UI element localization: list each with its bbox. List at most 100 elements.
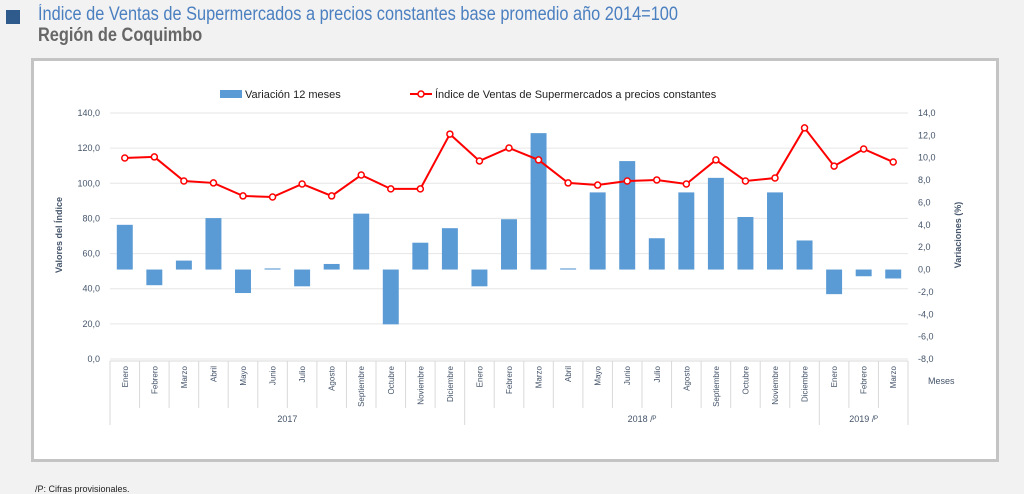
line-point <box>446 130 454 138</box>
bar <box>855 269 872 277</box>
bar <box>737 216 754 270</box>
month-label: Noviembre <box>416 365 425 404</box>
chart-title: Índice de Ventas de Supermercados a prec… <box>38 4 678 25</box>
bar <box>885 269 902 279</box>
legend: Variación 12 meses Índice de Ventas de S… <box>220 88 717 101</box>
line-point <box>593 181 602 189</box>
month-label: Octubre <box>387 365 396 394</box>
title-marker <box>6 10 20 24</box>
bar <box>796 240 813 270</box>
month-label: Marzo <box>535 365 544 388</box>
line-point <box>830 162 838 170</box>
left-tick-label: 80,0 <box>82 213 100 223</box>
footnote: /P: Cifras provisionales. <box>35 484 130 494</box>
line-point <box>209 179 218 187</box>
x-axis: Enero Febrero Marzo Abril Mayo Junio Julio Agos… <box>109 360 909 425</box>
index-line <box>124 126 894 198</box>
bar <box>235 269 251 294</box>
left-tick-label: 20,0 <box>82 319 100 329</box>
month-label: Mayo <box>594 365 603 385</box>
month-label: Agosto <box>328 365 337 390</box>
right-tick-label: -6,0 <box>918 332 934 342</box>
bar <box>648 238 665 270</box>
line-point <box>121 154 129 162</box>
line-point <box>741 177 750 185</box>
bar <box>353 213 370 270</box>
line-point <box>416 185 425 193</box>
legend-line-marker <box>417 90 425 98</box>
legend-bar-label: Variación 12 meses <box>245 89 341 101</box>
line-point <box>327 192 336 200</box>
bar <box>412 242 429 270</box>
right-tick-label: 2,0 <box>918 242 931 252</box>
bar <box>175 260 192 270</box>
line-point <box>475 157 484 165</box>
right-tick-label: -8,0 <box>918 354 934 364</box>
line-point <box>268 193 277 201</box>
line-point <box>298 180 306 188</box>
bar <box>116 224 133 270</box>
bar <box>294 269 311 287</box>
month-label: Julio <box>653 365 662 382</box>
left-axis: 0,0 20,0 40,0 60,0 80,0 100,0 120,0 140,0 <box>77 108 100 364</box>
line-point <box>889 158 897 166</box>
x-axis-label: Meses <box>928 376 955 386</box>
line-point <box>859 145 868 153</box>
month-label: Septiembre <box>712 365 721 406</box>
month-label: Mayo <box>239 365 248 385</box>
bar <box>205 218 222 270</box>
right-tick-label: 4,0 <box>918 220 931 230</box>
month-label: Noviembre <box>771 365 780 404</box>
right-tick-label: -4,0 <box>918 309 934 319</box>
bar <box>441 228 458 270</box>
line-point <box>800 124 809 132</box>
bar <box>382 269 399 325</box>
month-label: Diciembre <box>801 365 810 402</box>
bar <box>264 268 281 270</box>
bar <box>826 269 843 295</box>
right-tick-label: 8,0 <box>918 175 931 185</box>
month-label: Febrero <box>505 365 514 394</box>
year-label: 2017 <box>277 414 297 424</box>
line-point <box>505 144 513 152</box>
left-tick-label: 60,0 <box>82 249 100 259</box>
bar <box>323 263 340 270</box>
line-point <box>712 156 720 164</box>
chart-subtitle: Región de Coquimbo <box>38 25 203 46</box>
month-label: Febrero <box>860 365 869 394</box>
month-label: Enero <box>475 365 484 387</box>
left-tick-label: 0,0 <box>87 354 100 364</box>
line-point <box>239 192 247 200</box>
bar <box>501 219 517 270</box>
bar <box>146 269 163 286</box>
right-tick-label: 0,0 <box>918 265 931 275</box>
month-label: Abril <box>209 366 218 382</box>
line-point <box>357 171 365 179</box>
left-tick-label: 40,0 <box>82 284 100 294</box>
line-point <box>564 179 572 187</box>
month-label: Agosto <box>682 365 691 390</box>
month-label: Enero <box>121 365 130 387</box>
right-tick-label: 6,0 <box>918 197 931 207</box>
month-label: Enero <box>830 365 839 387</box>
bar <box>707 177 724 270</box>
line-point <box>150 153 159 161</box>
right-axis: -8,0 -6,0 -4,0 -2,0 0,0 2,0 4,0 6,0 8,0 10,0 12,0 1… <box>918 108 936 364</box>
line-point <box>387 185 395 193</box>
left-tick-label: 120,0 <box>77 143 100 153</box>
line-point <box>623 177 631 185</box>
bar-series <box>116 133 902 325</box>
left-tick-label: 100,0 <box>77 178 100 188</box>
month-label: Marzo <box>889 365 898 388</box>
line-point <box>534 156 543 164</box>
year-label: 2018 /ᴾ <box>628 414 657 424</box>
bar <box>530 133 547 270</box>
right-axis-label: Variaciones (%) <box>953 202 963 269</box>
bar <box>619 161 636 270</box>
line-point <box>771 174 779 182</box>
legend-bar-swatch <box>220 90 242 98</box>
line-series <box>121 124 897 201</box>
year-label: 2019 /ᴾ <box>849 414 878 424</box>
month-label: Diciembre <box>446 365 455 402</box>
